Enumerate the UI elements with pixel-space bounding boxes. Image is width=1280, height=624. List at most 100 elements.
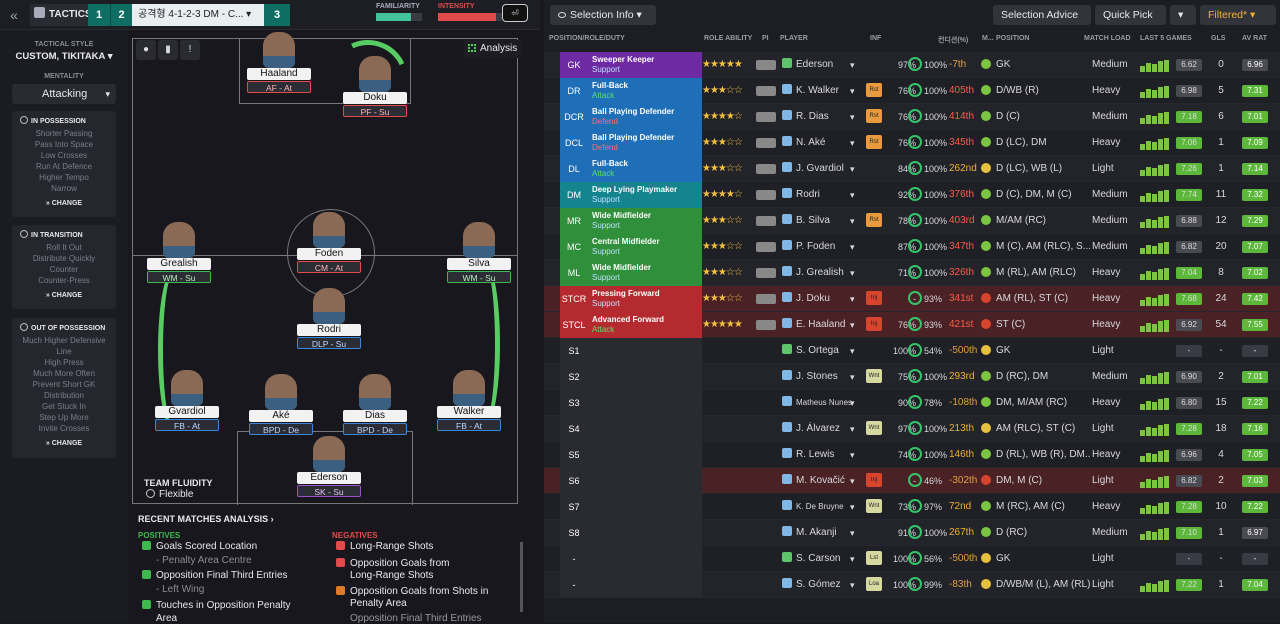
tactic-slot-3[interactable]: 3	[264, 4, 290, 26]
position-slot[interactable]: S2	[560, 364, 588, 390]
player-cell[interactable]: Rodri	[782, 182, 862, 208]
tactic-slot-2[interactable]: 2	[110, 4, 132, 26]
role-duty[interactable]: Ball Playing Defender Defend	[588, 130, 702, 156]
position-slot[interactable]: MR	[560, 208, 588, 234]
position-slot[interactable]: DM	[560, 182, 588, 208]
table-row[interactable]: S4 J. Álvarez ▾ Wnt 97% 100% 213th AM (RLC), ST…	[544, 416, 1280, 442]
position-slot[interactable]: S3	[560, 390, 588, 416]
positive-item[interactable]: Goals Scored Location	[142, 541, 257, 552]
negative-item[interactable]: Opposition Goals from	[336, 558, 450, 569]
player-cell[interactable]: S. Gómez	[782, 572, 862, 598]
player-menu-icon[interactable]: ▾	[850, 502, 855, 512]
analysis-button[interactable]: Analysis	[464, 40, 522, 58]
selection-advice-button[interactable]: Selection Advice	[993, 5, 1091, 25]
quick-pick-button[interactable]: Quick Pick	[1095, 5, 1166, 25]
positive-item[interactable]: Opposition Final Third Entries	[142, 570, 288, 581]
player-instructions-icon[interactable]	[756, 112, 776, 122]
player-cell[interactable]: J. Doku	[782, 286, 862, 312]
player-cell[interactable]: P. Foden	[782, 234, 862, 260]
col-header-inf[interactable]: INF	[870, 35, 882, 42]
table-row[interactable]: MC Central Midfielder Support ★★★☆☆ P. Foden…	[544, 234, 1280, 260]
position-slot[interactable]: STCR	[560, 286, 588, 312]
player-menu-icon[interactable]: ▾	[850, 138, 855, 148]
player-menu-icon[interactable]: ▾	[850, 268, 855, 278]
position-slot[interactable]: S1	[560, 338, 588, 364]
table-row[interactable]: S6 M. Kovačić ▾ Inj -46% -302th DM, M (C) Light…	[544, 468, 1280, 494]
bar-chart-icon[interactable]: ▮	[158, 40, 178, 60]
table-row[interactable]: STCL Advanced Forward Attack ★★★★★ E. Haalan…	[544, 312, 1280, 338]
intensity-toggle-button[interactable]: ⏎	[502, 4, 528, 22]
table-row[interactable]: S7 K. De Bruyne ▾ Wnt 73% 97% 72nd M (RC), AM (…	[544, 494, 1280, 520]
player-cell[interactable]: M. Kovačić	[782, 468, 862, 494]
player-cell[interactable]: J. Stones	[782, 364, 862, 390]
table-row[interactable]: GK Sweeper Keeper Support ★★★★★ Ederson ▾ 97% 1…	[544, 52, 1280, 78]
player-cell[interactable]: K. Walker	[782, 78, 862, 104]
table-row[interactable]: S8 M. Akanji ▾ 91% 100% 267th D (RC) Medium 7.10…	[544, 520, 1280, 546]
table-row[interactable]: ML Wide Midfielder Support ★★★☆☆ J. Grealish…	[544, 260, 1280, 286]
tactical-style-value[interactable]: CUSTOM, TIKITAKA ▾	[15, 51, 113, 62]
player-cell[interactable]: Ederson	[782, 52, 862, 78]
out-of-possession-change-button[interactable]: » CHANGE	[45, 440, 83, 447]
team-fluidity-value[interactable]: Flexible	[146, 489, 193, 500]
role-duty[interactable]: Full-Back Attack	[588, 156, 702, 182]
positive-item[interactable]: Touches in Opposition Penalty	[142, 600, 291, 611]
col-header-position[interactable]: POSITION	[996, 35, 1030, 42]
player-menu-icon[interactable]: ▾	[850, 242, 855, 252]
player-cell[interactable]: K. De Bruyne	[782, 494, 862, 520]
player-instructions-icon[interactable]	[756, 216, 776, 226]
player-instructions-icon[interactable]	[756, 164, 776, 174]
player-menu-icon[interactable]: ▾	[850, 164, 855, 174]
role-duty[interactable]: Wide Midfielder Support	[588, 260, 702, 286]
player-instructions-icon[interactable]	[756, 60, 776, 70]
table-row[interactable]: DCR Ball Playing Defender Defend ★★★★☆ R. Di…	[544, 104, 1280, 130]
position-slot[interactable]: MC	[560, 234, 588, 260]
col-header-match-sharpness[interactable]: M...	[982, 35, 994, 42]
position-slot[interactable]: DL	[560, 156, 588, 182]
role-duty[interactable]: Deep Lying Playmaker Support	[588, 182, 702, 208]
player-card[interactable]: Gvardiol FB - At	[154, 370, 220, 431]
tactic-slot-1[interactable]: 1	[95, 9, 103, 21]
mentality-select[interactable]: Attacking ▾	[12, 84, 116, 104]
position-slot[interactable]: DCR	[560, 104, 588, 130]
player-instructions-icon[interactable]	[756, 320, 776, 330]
player-instructions-icon[interactable]	[756, 268, 776, 278]
position-slot[interactable]: S6	[560, 468, 588, 494]
position-slot[interactable]: S4	[560, 416, 588, 442]
player-menu-icon[interactable]: ▾	[850, 86, 855, 96]
player-card[interactable]: Haaland AF - At	[246, 32, 312, 93]
position-slot[interactable]: -	[560, 546, 588, 572]
position-slot[interactable]: S5	[560, 442, 588, 468]
table-row[interactable]: S3 Matheus Nunes ▾ 90% 78% -108th DM, M/AM (RC…	[544, 390, 1280, 416]
player-menu-icon[interactable]: ▾	[850, 294, 855, 304]
player-cell[interactable]: S. Ortega	[782, 338, 862, 364]
role-duty[interactable]: Full-Back Attack	[588, 78, 702, 104]
table-row[interactable]: S5 R. Lewis ▾ 74% 100% 146th D (RL), WB (R), D…	[544, 442, 1280, 468]
position-slot[interactable]: GK	[560, 52, 588, 78]
position-slot[interactable]: S7	[560, 494, 588, 520]
position-slot[interactable]: DCL	[560, 130, 588, 156]
player-menu-icon[interactable]: ▾	[850, 398, 855, 408]
position-slot[interactable]: S8	[560, 520, 588, 546]
selection-info-button[interactable]: Selection Info ▾	[550, 5, 656, 25]
player-cell[interactable]: J. Gvardiol	[782, 156, 862, 182]
col-header-pi[interactable]: PI	[762, 35, 769, 42]
player-cell[interactable]: S. Carson	[782, 546, 862, 572]
table-row[interactable]: DR Full-Back Attack ★★★☆☆ K. Walker ▾ Rst 76% 10…	[544, 78, 1280, 104]
table-row[interactable]: STCR Pressing Forward Support ★★★☆☆ J. Doku ▾…	[544, 286, 1280, 312]
col-header-average-rating[interactable]: AV RAT	[1242, 35, 1268, 42]
player-cell[interactable]: J. Álvarez	[782, 416, 862, 442]
table-row[interactable]: S2 J. Stones ▾ Wnt 75% 100% 293rd D (RC), DM Med…	[544, 364, 1280, 390]
player-cell[interactable]: N. Aké	[782, 130, 862, 156]
player-cell[interactable]: R. Lewis	[782, 442, 862, 468]
player-menu-icon[interactable]: ▾	[850, 450, 855, 460]
role-duty[interactable]: Advanced Forward Attack	[588, 312, 702, 338]
player-card[interactable]: Silva WM - Su	[446, 222, 512, 283]
player-card[interactable]: Rodri DLP - Su	[296, 288, 362, 349]
player-instructions-icon[interactable]	[756, 242, 776, 252]
player-menu-icon[interactable]: ▾	[850, 216, 855, 226]
col-header-match-load[interactable]: MATCH LOAD	[1084, 35, 1131, 42]
table-row[interactable]: - S. Gómez ▾ Loa 100% 99% -83th D/WB/M (L), AM …	[544, 572, 1280, 598]
role-duty[interactable]: Pressing Forward Support	[588, 286, 702, 312]
player-menu-icon[interactable]: ▾	[850, 424, 855, 434]
tactics-title[interactable]: TACTICS	[30, 4, 100, 26]
